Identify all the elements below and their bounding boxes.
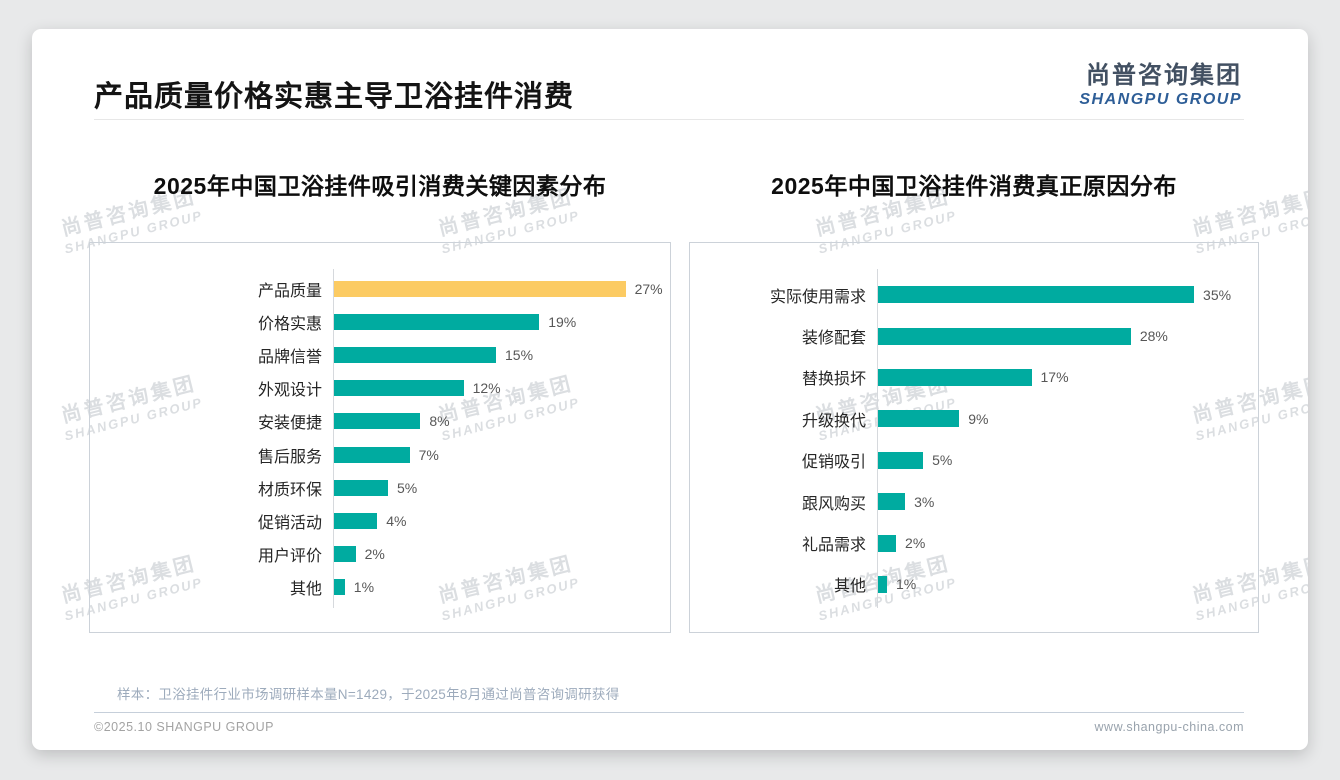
value-label: 3% (914, 493, 935, 510)
bar (878, 575, 888, 593)
bar (334, 346, 496, 363)
value-label: 5% (397, 479, 418, 496)
value-label: 1% (896, 576, 917, 593)
website-link[interactable]: www.shangpu-china.com (1094, 720, 1244, 734)
bar (878, 534, 897, 552)
chart-row: 礼品需求 2% (690, 522, 1258, 563)
chart-row: 促销吸引 5% (690, 440, 1258, 481)
bar (334, 413, 421, 430)
category-label: 其他 (833, 578, 866, 596)
value-label: 8% (429, 413, 450, 430)
chart-row: 升级换代 9% (690, 398, 1258, 439)
chart-row: 装修配套 28% (690, 315, 1258, 356)
category-label: 其他 (289, 581, 322, 599)
bar (878, 493, 906, 511)
bar (878, 327, 1131, 345)
category-label: 材质环保 (257, 481, 322, 499)
chart-row: 替换损坏 17% (690, 357, 1258, 398)
bar (334, 446, 410, 463)
category-label: 产品质量 (257, 282, 322, 300)
page-title: 产品质量价格实惠主导卫浴挂件消费 (94, 81, 575, 113)
bar (334, 546, 356, 563)
title-divider (94, 119, 1244, 120)
category-label: 价格实惠 (257, 315, 322, 333)
value-label: 27% (634, 280, 663, 297)
category-label: 售后服务 (257, 448, 322, 466)
chart-row: 外观设计 12% (90, 372, 670, 405)
value-label: 12% (472, 380, 501, 397)
value-label: 2% (364, 546, 385, 563)
copyright-text: ©2025.10 SHANGPU GROUP (94, 720, 274, 734)
category-label: 促销吸引 (801, 454, 866, 472)
logo-chinese-name: 尚普咨询集团 (1086, 62, 1242, 89)
category-label: 安装便捷 (257, 415, 322, 433)
bar (878, 286, 1195, 304)
chart-row: 售后服务 7% (90, 438, 670, 471)
category-label: 促销活动 (257, 514, 322, 532)
chart-row: 其他 1% (90, 571, 670, 604)
chart-row: 跟风购买 3% (690, 481, 1258, 522)
chart-row: 用户评价 2% (90, 538, 670, 571)
bar (878, 451, 924, 469)
bar (334, 479, 388, 496)
bar (334, 280, 626, 297)
value-label: 15% (505, 346, 534, 363)
right-chart-title: 2025年中国卫浴挂件消费真正原因分布 (771, 173, 1177, 199)
chart-row: 安装便捷 8% (90, 405, 670, 438)
bar (334, 313, 540, 330)
left-chart-panel: 产品质量 27% 价格实惠 19% 品牌信誉 15% 外观设计 12% 安装便捷 8% 售后服务 7%… (89, 242, 671, 633)
value-label: 28% (1139, 328, 1168, 345)
bar (878, 410, 960, 428)
value-label: 19% (548, 313, 577, 330)
chart-row: 材质环保 5% (90, 471, 670, 504)
value-label: 17% (1040, 369, 1069, 386)
category-label: 品牌信誉 (257, 348, 322, 366)
value-label: 9% (968, 410, 989, 427)
category-label: 替换损坏 (801, 371, 866, 389)
bar (878, 368, 1032, 386)
category-label: 外观设计 (257, 382, 322, 400)
chart-row: 促销活动 4% (90, 504, 670, 537)
bar (334, 579, 345, 596)
category-label: 礼品需求 (801, 537, 866, 555)
value-label: 5% (932, 452, 953, 469)
slide-card: 尚普咨询集团 SHANGPU GROUP 尚普咨询集团 SHANGPU GROUP 尚普… (32, 29, 1308, 750)
category-label: 实际使用需求 (769, 288, 866, 306)
left-chart-title: 2025年中国卫浴挂件吸引消费关键因素分布 (153, 173, 607, 199)
chart-row: 价格实惠 19% (90, 305, 670, 338)
category-label: 升级换代 (801, 412, 866, 430)
bar (334, 512, 378, 529)
footer-divider (94, 712, 1244, 713)
category-label: 装修配套 (801, 330, 866, 348)
value-label: 2% (905, 535, 926, 552)
value-label: 4% (386, 512, 407, 529)
right-chart-panel: 实际使用需求 35% 装修配套 28% 替换损坏 17% 升级换代 9% 促销吸引 5% 跟风购买 3… (689, 242, 1259, 633)
chart-row: 实际使用需求 35% (690, 274, 1258, 315)
chart-row: 品牌信誉 15% (90, 338, 670, 371)
value-label: 35% (1203, 286, 1232, 303)
left-chart-rows: 产品质量 27% 价格实惠 19% 品牌信誉 15% 外观设计 12% 安装便捷 8% 售后服务 7%… (90, 243, 670, 632)
company-logo: 尚普咨询集团 SHANGPU GROUP (1079, 55, 1242, 109)
category-label: 用户评价 (257, 548, 322, 566)
category-label: 跟风购买 (801, 495, 866, 513)
sample-note: 样本：卫浴挂件行业市场调研样本量N=1429，于2025年8月通过尚普咨询调研获… (117, 687, 620, 702)
right-chart-rows: 实际使用需求 35% 装修配套 28% 替换损坏 17% 升级换代 9% 促销吸引 5% 跟风购买 3… (690, 243, 1258, 632)
value-label: 1% (353, 579, 375, 596)
bar (334, 380, 464, 397)
value-label: 7% (418, 446, 439, 463)
chart-row: 产品质量 27% (90, 272, 670, 305)
chart-row: 其他 1% (690, 564, 1258, 605)
logo-english-name: SHANGPU GROUP (1079, 91, 1242, 108)
